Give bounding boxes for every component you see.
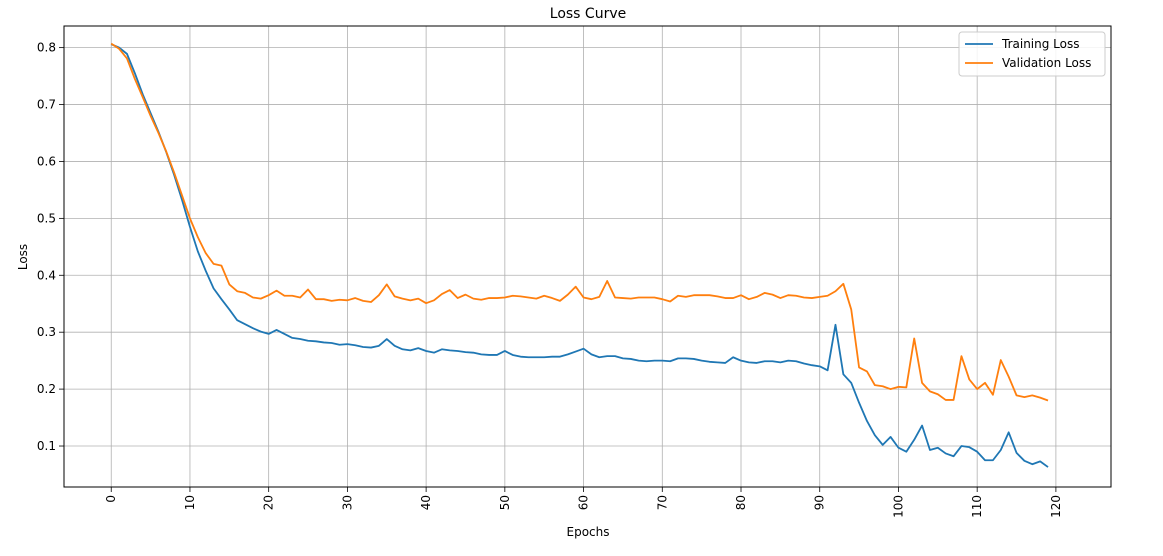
grid xyxy=(64,26,1111,487)
x-axis-ticks: 0 10 20 30 40 50 60 70 80 90 100 110 120 xyxy=(104,487,1063,518)
legend-box xyxy=(958,31,1106,77)
x-tick-label: 70 xyxy=(655,495,669,510)
legend-label-training: Training Loss xyxy=(1001,37,1079,51)
legend: Training Loss Validation Loss xyxy=(958,31,1106,77)
x-tick-label: 110 xyxy=(970,495,984,518)
y-tick-label: 0.7 xyxy=(37,98,56,112)
y-tick-label: 0.1 xyxy=(37,439,56,453)
y-axis-ticks: 0.1 0.2 0.3 0.4 0.5 0.6 0.7 0.8 xyxy=(37,41,64,453)
y-tick-label: 0.4 xyxy=(37,268,56,282)
chart-title: Loss Curve xyxy=(550,6,626,22)
x-tick-label: 100 xyxy=(891,495,905,518)
y-tick-label: 0.6 xyxy=(37,154,56,168)
validation-loss-line xyxy=(110,42,1049,402)
y-tick-label: 0.8 xyxy=(37,41,56,55)
x-tick-label: 40 xyxy=(419,495,433,510)
y-tick-label: 0.2 xyxy=(37,382,56,396)
x-tick-label: 120 xyxy=(1049,495,1063,518)
x-tick-label: 10 xyxy=(183,495,197,510)
x-tick-label: 0 xyxy=(104,495,118,503)
x-tick-label: 90 xyxy=(813,495,827,510)
y-axis-label: Loss xyxy=(16,244,30,270)
y-tick-label: 0.3 xyxy=(37,325,56,339)
x-axis-label: Epochs xyxy=(567,525,610,539)
x-tick-label: 50 xyxy=(498,495,512,510)
plot-frame xyxy=(63,25,1112,488)
y-tick-label: 0.5 xyxy=(37,211,56,225)
series-lines xyxy=(110,42,1049,468)
x-tick-label: 30 xyxy=(340,495,354,510)
x-tick-label: 60 xyxy=(577,495,591,510)
x-tick-label: 80 xyxy=(734,495,748,510)
training-loss-line xyxy=(110,43,1049,468)
legend-label-validation: Validation Loss xyxy=(1002,56,1091,70)
x-tick-label: 20 xyxy=(262,495,276,510)
